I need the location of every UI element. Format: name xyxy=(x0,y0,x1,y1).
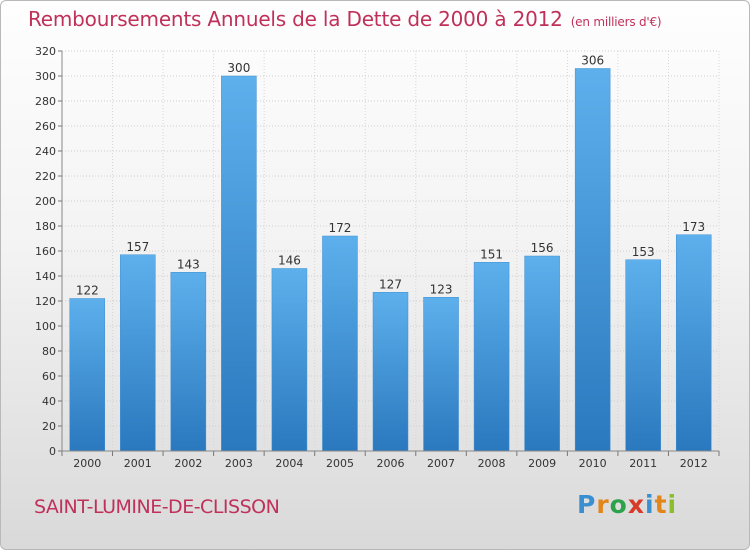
x-tick-label: 2001 xyxy=(124,457,152,470)
brand-letter: i xyxy=(645,490,655,519)
brand-letter: o xyxy=(609,490,628,519)
x-tick-label: 2000 xyxy=(73,457,101,470)
chart-title-text: Remboursements Annuels de la Dette de 20… xyxy=(28,7,563,31)
y-tick-label: 80 xyxy=(42,345,56,358)
bar xyxy=(675,234,712,452)
bar xyxy=(120,254,156,452)
y-tick-label: 60 xyxy=(42,370,56,383)
x-axis: 2000 2001 2002 2003 2004 2005 2006 2007 2008 2009… xyxy=(61,450,720,470)
bar xyxy=(69,298,106,452)
bar-value-label: 172 xyxy=(329,221,352,235)
chart-unit: (en milliers d'€) xyxy=(570,15,662,29)
y-tick-label: 120 xyxy=(35,295,56,308)
bar-value-label: 123 xyxy=(430,282,453,296)
bar-value-label: 156 xyxy=(531,241,554,255)
bar xyxy=(322,235,358,452)
bar-value-label: 153 xyxy=(632,245,655,259)
brand-letter: r xyxy=(596,490,610,519)
y-tick-label: 140 xyxy=(35,270,56,283)
brand-letter: x xyxy=(627,490,645,519)
bar xyxy=(271,268,308,452)
bar xyxy=(574,68,611,452)
y-tick-label: 20 xyxy=(42,420,56,433)
bar-value-label: 122 xyxy=(76,284,99,298)
x-tick-label: 2007 xyxy=(427,457,455,470)
bar xyxy=(170,272,207,452)
bar xyxy=(625,259,661,452)
brand-letter: P xyxy=(577,490,597,519)
bar xyxy=(524,255,560,452)
bar-value-label: 306 xyxy=(581,54,604,68)
bar-value-label: 151 xyxy=(480,247,503,261)
y-tick-label: 100 xyxy=(35,320,56,333)
bar xyxy=(221,75,257,452)
bars: 122 157 143 300 146 172 127 123 151 156 306 153 173 xyxy=(69,54,712,452)
y-axis: 0 20 40 60 80 100 120 140 160 180 200 220 240 260 280 3… xyxy=(35,45,63,458)
x-tick-label: 2008 xyxy=(478,457,506,470)
y-tick-label: 200 xyxy=(35,195,56,208)
y-tick-label: 0 xyxy=(49,445,56,458)
brand-letter: t xyxy=(654,490,668,519)
x-tick-label: 2009 xyxy=(528,457,556,470)
grid-lines xyxy=(62,50,720,452)
bar xyxy=(423,297,459,452)
x-tick-label: 2003 xyxy=(225,457,253,470)
bar-value-label: 300 xyxy=(227,61,250,75)
bar-value-label: 143 xyxy=(177,257,200,271)
bar xyxy=(473,262,510,452)
x-tick-label: 2004 xyxy=(275,457,303,470)
commune-name: SAINT-LUMINE-DE-CLISSON xyxy=(34,496,280,518)
y-tick-label: 240 xyxy=(35,145,56,158)
y-tick-label: 160 xyxy=(35,245,56,258)
x-tick-label: 2006 xyxy=(377,457,405,470)
chart-title: Remboursements Annuels de la Dette de 20… xyxy=(28,7,662,31)
y-tick-label: 280 xyxy=(35,95,56,108)
bar-value-label: 157 xyxy=(126,240,149,254)
x-tick-label: 2011 xyxy=(629,457,657,470)
y-tick-label: 320 xyxy=(35,45,56,58)
brand-logo: Proxiti xyxy=(577,490,677,519)
bar-value-label: 146 xyxy=(278,254,301,268)
bar-value-label: 173 xyxy=(682,220,705,234)
bar xyxy=(372,292,409,452)
y-tick-label: 220 xyxy=(35,170,56,183)
x-tick-label: 2010 xyxy=(579,457,607,470)
bar-value-label: 127 xyxy=(379,277,402,291)
x-tick-label: 2002 xyxy=(174,457,202,470)
brand-letter: i xyxy=(667,490,678,519)
y-tick-label: 180 xyxy=(35,220,56,233)
x-tick-label: 2005 xyxy=(326,457,354,470)
y-tick-label: 300 xyxy=(35,70,56,83)
y-tick-label: 40 xyxy=(42,395,56,408)
x-tick-label: 2012 xyxy=(680,457,708,470)
y-tick-label: 260 xyxy=(35,120,56,133)
